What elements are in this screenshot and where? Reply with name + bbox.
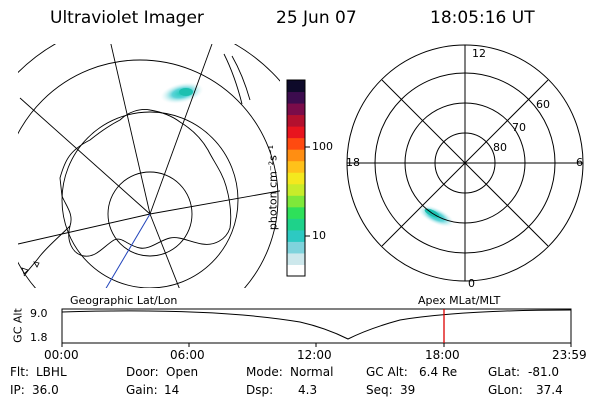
mlt-label-18: 18 [346, 156, 360, 169]
colorbar-band [287, 241, 305, 254]
info-dsp-value: 4.3 [298, 383, 318, 397]
mlat-label-70: 70 [512, 121, 526, 134]
meridian-2 [149, 44, 213, 215]
lat-circle-outer [18, 59, 279, 288]
info-seq-key: Seq: [366, 383, 393, 397]
outer-arc-1 [223, 53, 243, 105]
colorbar-band [287, 80, 305, 93]
colorbar-band [287, 264, 305, 277]
colorbar-band [287, 126, 305, 139]
meridian-4 [149, 190, 280, 215]
aurora-core-left [179, 88, 193, 96]
xtick-2359: 23:59 [552, 348, 587, 362]
info-flt-value: LBHL [36, 365, 67, 379]
info-glon-value: 37.4 [536, 383, 563, 397]
info-mode-value: Normal [290, 365, 334, 379]
colorbar-band [287, 172, 305, 185]
altitude-curve [61, 309, 572, 340]
mlat-label-80: 80 [493, 141, 507, 154]
info-flt-key: Flt: [10, 365, 29, 379]
colorbar-tick-label-10: 10 [312, 229, 326, 242]
colorbar-label: photon cm⁻²s⁻¹ [266, 144, 280, 231]
observation-time: 18:05:16 UT [430, 8, 535, 28]
mlat-label-60: 60 [536, 98, 550, 111]
left-panel-caption: Geographic Lat/Lon [70, 294, 178, 307]
mlt-label-6: 6 [576, 156, 583, 169]
colorbar-band [287, 91, 305, 104]
lat-circle-middle [61, 111, 239, 288]
colorbar-band [287, 229, 305, 242]
geographic-map [18, 44, 280, 288]
altitude-ytick-1-8: 1.8 [30, 331, 48, 344]
meridian-5 [18, 213, 151, 245]
xtick-0000: 00:00 [44, 348, 79, 362]
observation-date: 25 Jun 07 [276, 8, 357, 28]
mlt-label-0: 0 [468, 277, 475, 290]
info-ip-value: 36.0 [32, 383, 59, 397]
polar-diagonal-2 [381, 79, 549, 247]
info-gcalt-value: 6.4 Re [419, 365, 458, 379]
instrument-title: Ultraviolet Imager [50, 8, 204, 28]
info-seq-value: 39 [400, 383, 416, 397]
colorbar-band [287, 252, 305, 265]
meridian-3 [19, 97, 151, 215]
colorbar-band [287, 218, 305, 231]
right-panel-caption: Apex MLat/MLT [418, 294, 501, 307]
info-door-value: Open [166, 365, 199, 379]
meridian-6 [149, 213, 180, 288]
colorbar-band [287, 103, 305, 116]
lat-circle-inner [107, 171, 193, 257]
info-mode-key: Mode: [246, 365, 283, 379]
info-glon-key: GLon: [488, 383, 523, 397]
xtick-1800: 18:00 [425, 348, 460, 362]
info-glat-value: -81.0 [528, 365, 560, 379]
altitude-plot [61, 308, 572, 347]
coastline [59, 109, 232, 257]
colorbar-band [287, 206, 305, 219]
peninsula [23, 225, 71, 277]
mlt-label-12: 12 [472, 47, 486, 60]
color-bar-frame [286, 79, 306, 277]
colorbar-band [287, 137, 305, 150]
polar-mlt-plot [346, 44, 584, 282]
color-bar [287, 80, 305, 277]
colorbar-band [287, 183, 305, 196]
outer-arc-2 [231, 55, 251, 101]
meridian-7 [105, 213, 151, 288]
colorbar-band [287, 160, 305, 173]
xtick-0600: 06:00 [170, 348, 205, 362]
meridian-1 [110, 44, 151, 215]
info-ip-key: IP: [10, 383, 25, 397]
info-gain-value: 14 [164, 383, 180, 397]
info-gcalt-key: GC Alt: [366, 365, 408, 379]
info-dsp-key: Dsp: [246, 383, 274, 397]
altitude-ylabel: GC Alt [11, 308, 25, 343]
xtick-1200: 12:00 [297, 348, 332, 362]
colorbar-band [287, 114, 305, 127]
info-gain-key: Gain: [126, 383, 158, 397]
info-glat-key: GLat: [488, 365, 521, 379]
colorbar-band [287, 195, 305, 208]
colorbar-tick-label-100: 100 [312, 140, 333, 153]
altitude-ytick-9: 9.0 [30, 307, 48, 320]
colorbar-band [287, 149, 305, 162]
info-door-key: Door: [126, 365, 159, 379]
